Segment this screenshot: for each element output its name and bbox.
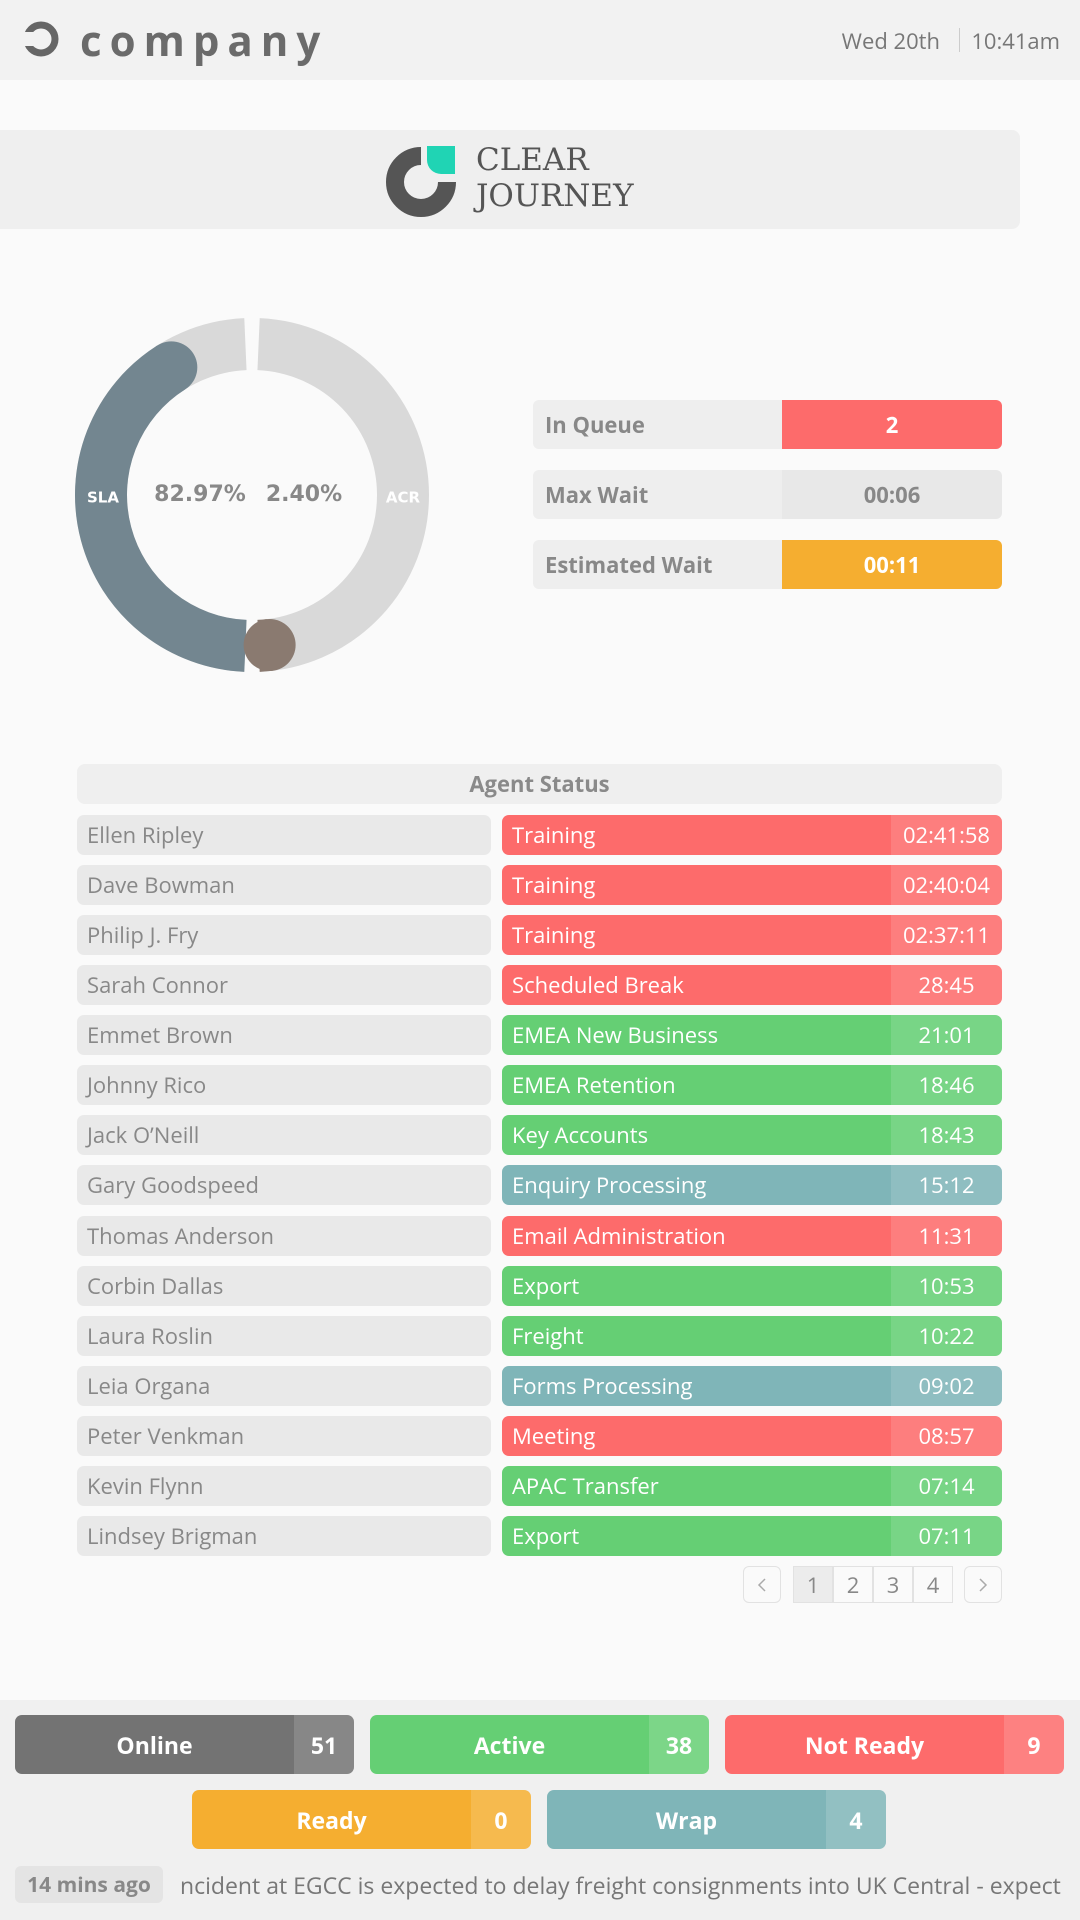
agent-name: Corbin Dallas (77, 1265, 491, 1306)
queue-value: 2 (782, 400, 1002, 449)
divider (959, 28, 960, 52)
summary-label: Not Ready (804, 1728, 925, 1761)
agent-time: 10:22 (891, 1315, 1002, 1356)
summary-tile: Not Ready 9 (725, 1715, 1064, 1774)
agent-name: Kevin Flynn (77, 1465, 491, 1506)
ticker-age: 14 mins ago (15, 1866, 163, 1903)
queue-value: 00:11 (782, 540, 1002, 589)
agent-time: 02:37:11 (891, 915, 1002, 956)
page-button[interactable]: 1 (793, 1566, 833, 1603)
agent-status: Meeting 08:57 (502, 1415, 1002, 1456)
agent-name: Laura Roslin (77, 1315, 491, 1356)
agent-name: Philip J. Fry (77, 915, 491, 956)
gauge-track (257, 318, 429, 672)
agent-status: Key Accounts 18:43 (502, 1115, 1002, 1156)
summary-label: Active (473, 1728, 546, 1761)
gauge-value: 2.40% (266, 482, 342, 507)
agent-status: Training 02:41:58 (502, 815, 1002, 855)
agent-time: 18:43 (891, 1115, 1002, 1156)
agent-name: Emmet Brown (77, 1015, 491, 1056)
date: Wed 20th (841, 26, 940, 56)
summary-count: 4 (826, 1790, 886, 1849)
agent-name: Jack O’Neill (77, 1115, 491, 1156)
agent-time: 18:46 (891, 1065, 1002, 1106)
agent-status: Export 10:53 (502, 1265, 1002, 1306)
agent-status: Training 02:37:11 (502, 915, 1002, 956)
arc-cap (145, 341, 198, 394)
agent-status: APAC Transfer 07:14 (502, 1465, 1002, 1506)
page-button[interactable]: 2 (833, 1566, 873, 1603)
summary-count: 9 (1004, 1715, 1064, 1774)
queue-label: In Queue (533, 400, 793, 449)
queue-label: Max Wait (533, 470, 793, 519)
logo-icon (386, 144, 458, 217)
queue-value: 00:06 (782, 470, 1002, 519)
chevron (757, 1577, 766, 1592)
agent-status: Email Administration 11:31 (502, 1215, 1002, 1256)
agent-status: Export 07:11 (502, 1515, 1002, 1556)
agent-status: Freight 10:22 (502, 1315, 1002, 1356)
summary-tile: Wrap 4 (547, 1790, 886, 1849)
agent-time: 02:40:04 (891, 865, 1002, 906)
agent-status: Enquiry Processing 15:12 (502, 1165, 1002, 1206)
arc-cap (243, 618, 296, 671)
agent-status: Training 02:40:04 (502, 865, 1002, 906)
summary-label: Online (116, 1728, 193, 1761)
agent-name: Peter Venkman (77, 1415, 491, 1456)
logo-line: JOURNEY (476, 178, 634, 214)
time: 10:41am (971, 26, 1060, 56)
agent-time: 10:53 (891, 1265, 1002, 1306)
page-button[interactable]: 3 (873, 1566, 913, 1603)
agent-name: Ellen Ripley (77, 815, 491, 855)
ticker-text: ncident at EGCC is expected to delay fre… (180, 1868, 1061, 1901)
brand-name: company (80, 12, 329, 69)
page-button[interactable]: 4 (913, 1566, 953, 1603)
agent-name: Gary Goodspeed (77, 1165, 491, 1206)
agent-time: 08:57 (891, 1415, 1002, 1456)
page-next[interactable] (964, 1566, 1002, 1603)
agent-time: 28:45 (891, 965, 1002, 1006)
page-prev[interactable] (743, 1566, 781, 1603)
sla-arc (75, 345, 248, 672)
summary-label: Ready (296, 1803, 367, 1836)
agent-time: 15:12 (891, 1165, 1002, 1206)
agent-time: 07:14 (891, 1465, 1002, 1506)
summary-count: 38 (649, 1715, 709, 1774)
gauge-label: SLA (87, 489, 119, 507)
agent-time: 09:02 (891, 1365, 1002, 1406)
summary-label: Wrap (655, 1803, 718, 1836)
agent-status: EMEA New Business 21:01 (502, 1015, 1002, 1056)
chevron (979, 1577, 988, 1592)
logo-text: CLEAR JOURNEY (476, 142, 634, 214)
agent-status: Forms Processing 09:02 (502, 1365, 1002, 1406)
queue-label: Estimated Wait (533, 540, 793, 589)
summary-count: 0 (471, 1790, 531, 1849)
agent-name: Thomas Anderson (77, 1215, 491, 1256)
agent-name: Sarah Connor (77, 965, 491, 1006)
gauge-label: ACR (386, 489, 421, 507)
agent-name: Leia Organa (77, 1365, 491, 1406)
agent-time: 07:11 (891, 1515, 1002, 1556)
gauge: SLA ACR 82.97% 2.40% (75, 318, 429, 672)
agent-status: EMEA Retention 18:46 (502, 1065, 1002, 1106)
brand-icon (22, 21, 59, 57)
top-bar: company Wed 20th 10:41am (0, 0, 1080, 80)
summary-tile: Active 38 (370, 1715, 709, 1774)
gauge-value: 82.97% (154, 482, 246, 507)
summary-tile: Ready 0 (192, 1790, 531, 1849)
agent-name: Dave Bowman (77, 865, 491, 906)
logo-line: CLEAR (476, 142, 589, 178)
agent-time: 11:31 (891, 1215, 1002, 1256)
agent-time: 02:41:58 (891, 815, 1002, 855)
agent-time: 21:01 (891, 1015, 1002, 1056)
agent-name: Johnny Rico (77, 1065, 491, 1106)
summary-tile: Online 51 (15, 1715, 354, 1774)
logo-banner: CLEAR JOURNEY (0, 130, 1020, 229)
agent-status-title: Agent Status (77, 764, 1002, 804)
agent-name: Lindsey Brigman (77, 1515, 491, 1556)
agent-status: Scheduled Break 28:45 (502, 965, 1002, 1006)
summary-count: 51 (294, 1715, 354, 1774)
